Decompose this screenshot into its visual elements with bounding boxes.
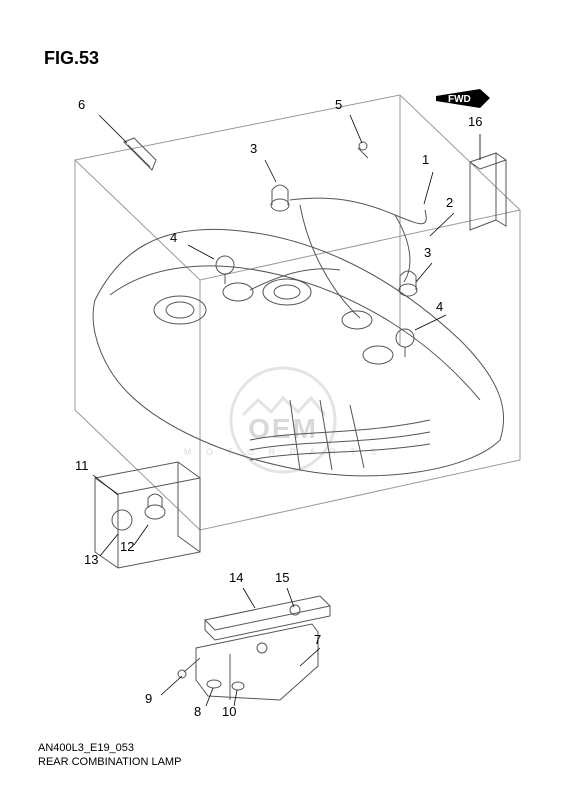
callout-12: 12 xyxy=(120,539,134,554)
fwd-text: FWD xyxy=(448,94,471,105)
callout-14: 14 xyxy=(229,570,243,585)
callout-3: 3 xyxy=(424,245,431,260)
callout-5: 5 xyxy=(335,97,342,112)
callout-4: 4 xyxy=(170,230,177,245)
callout-15: 15 xyxy=(275,570,289,585)
callout-2: 2 xyxy=(446,195,453,210)
fwd-badge: FWD xyxy=(436,89,490,108)
callout-10: 10 xyxy=(222,704,236,719)
callout-16: 16 xyxy=(468,114,482,129)
callout-13: 13 xyxy=(84,552,98,567)
callout-7: 7 xyxy=(314,632,321,647)
callout-1: 1 xyxy=(422,152,429,167)
leader-lines xyxy=(93,115,480,706)
callout-11: 11 xyxy=(75,458,89,473)
callout-6: 6 xyxy=(78,97,85,112)
callout-9: 9 xyxy=(145,691,152,706)
callout-3: 3 xyxy=(250,141,257,156)
callout-4: 4 xyxy=(436,299,443,314)
callout-8: 8 xyxy=(194,704,201,719)
